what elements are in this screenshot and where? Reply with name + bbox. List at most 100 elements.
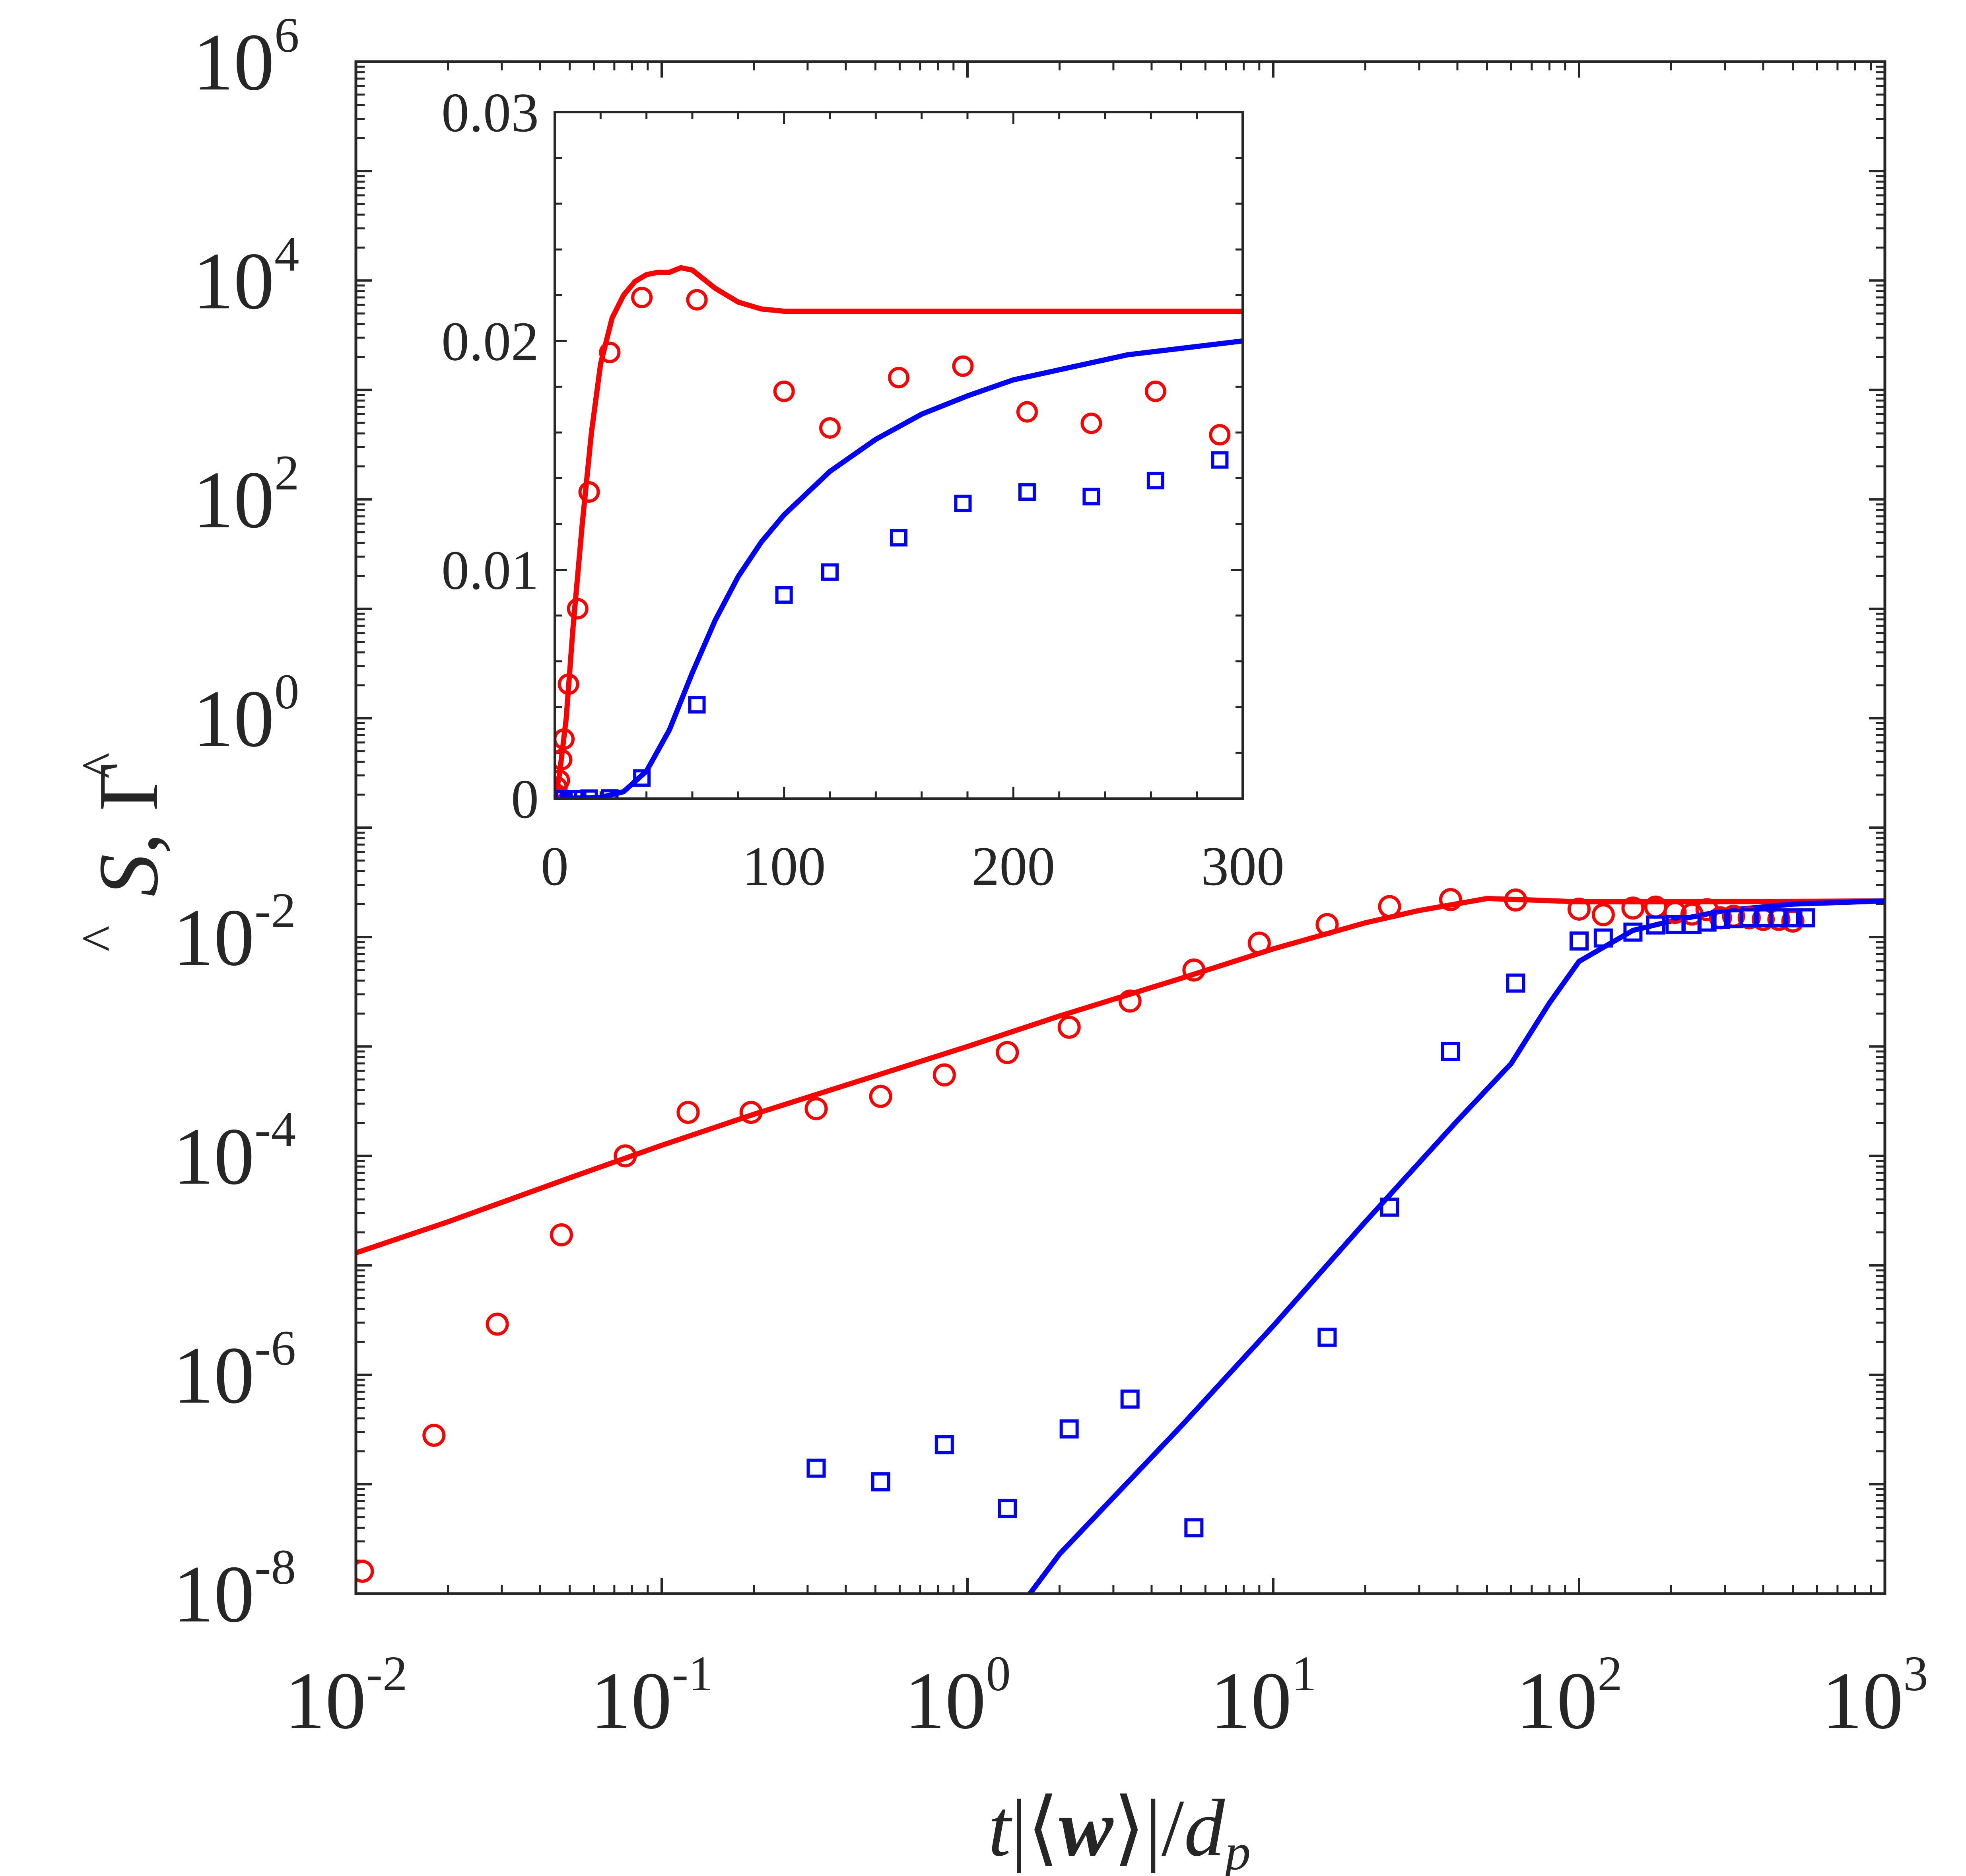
main-gamma-marker	[1783, 908, 1803, 927]
main-y-tick-label: 106	[193, 8, 299, 107]
main-x-tick-exp: 2	[1597, 1647, 1622, 1701]
inset-y-tick-label: 0.03	[441, 82, 539, 144]
main-y-tick-label: 10-8	[173, 1540, 296, 1639]
inset-s-markers	[555, 287, 1231, 799]
main-s-marker	[869, 1085, 892, 1108]
main-y-tick-exp: 2	[274, 446, 299, 501]
main-s-marker	[996, 1041, 1019, 1064]
main-x-tick-label: 10-1	[590, 1647, 713, 1746]
main-gamma-marker	[998, 1499, 1017, 1518]
inset-x-tick-label: 300	[1201, 836, 1284, 897]
inset-s-marker	[686, 289, 708, 311]
inset-y-tick-label: 0.01	[441, 540, 539, 601]
inset-s-marker	[819, 417, 841, 439]
inset-gamma-markers	[555, 451, 1229, 799]
main-x-tick-labels: 10-2 10-1 100 101 102 103	[284, 1647, 1928, 1746]
main-s-marker	[1504, 888, 1527, 912]
main-gamma-marker	[1769, 908, 1789, 927]
inset-gamma-marker	[1018, 483, 1036, 501]
inset-s-marker	[567, 598, 589, 620]
x-label-bar-open: |	[1011, 1783, 1027, 1873]
inset-y-tick-label: 0.02	[441, 311, 539, 372]
inset-s-marker	[1016, 401, 1038, 423]
inset-axes-frame	[554, 111, 1244, 800]
main-gamma-marker	[1184, 1518, 1204, 1538]
main-gamma-marker	[806, 1458, 826, 1478]
x-label-langle: ⟨	[1027, 1783, 1059, 1873]
main-x-tick-base: 10	[1210, 1656, 1292, 1746]
inset-y-tick-labels: 0 0.01 0.02 0.03	[441, 82, 539, 830]
main-y-tick-exp: 4	[274, 227, 299, 282]
inset-s-marker	[555, 769, 570, 791]
main-s-marker	[1663, 901, 1687, 924]
main-s-marker	[1057, 1015, 1081, 1039]
y-label-comma: ,	[81, 832, 176, 854]
main-y-tick-exp: -2	[254, 883, 296, 938]
main-minor-ticks	[356, 62, 1885, 1594]
main-gamma-marker	[934, 1435, 954, 1454]
inset-s-marker	[558, 673, 579, 695]
main-s-marker	[1315, 913, 1339, 936]
inset-s-marker	[1080, 412, 1102, 434]
inset-s-marker	[555, 749, 573, 771]
x-label-t: t	[988, 1783, 1013, 1873]
y-axis-label: ^ ^ S, Γ	[70, 752, 176, 952]
inset-s-marker	[578, 481, 600, 503]
main-gamma-marker	[1796, 908, 1815, 927]
inset-s-marker	[888, 367, 909, 389]
main-y-tick-base: 10	[173, 892, 254, 983]
inset-gamma-marker	[890, 529, 907, 547]
main-x-tick-base: 10	[590, 1656, 672, 1746]
inset-background	[555, 112, 1243, 799]
inset-s-marker	[631, 287, 653, 309]
main-gamma-marker	[1120, 1389, 1140, 1409]
inset-x-tick-label: 200	[971, 836, 1055, 897]
inset-gamma-marker	[1211, 451, 1229, 469]
main-s-marker	[1182, 958, 1206, 982]
y-label-main: S, Γ	[81, 762, 176, 896]
inset-s-marker	[599, 342, 621, 364]
inset-y-tick-label: 0	[511, 768, 539, 830]
inset-x-tick-labels: 0 100 200 300	[541, 836, 1284, 897]
main-y-tick-exp: -6	[254, 1321, 296, 1376]
main-gamma-marker	[1059, 1419, 1079, 1439]
main-y-tick-label: 104	[193, 227, 299, 326]
main-s-marker	[614, 1144, 637, 1168]
y-label-s-hat: ^	[70, 925, 132, 952]
inset-s-marker	[773, 380, 795, 402]
main-y-tick-base: 10	[173, 1330, 254, 1421]
y-label-gamma: Γ	[81, 762, 176, 811]
main-x-tick-base: 10	[284, 1656, 366, 1746]
main-gamma-marker	[871, 1472, 890, 1492]
main-s-marker	[422, 1423, 446, 1447]
main-x-tick-label: 103	[1822, 1647, 1928, 1746]
main-y-tick-base: 10	[193, 17, 274, 107]
main-gamma-marker	[1711, 910, 1730, 929]
main-gamma-marker	[1317, 1328, 1337, 1347]
main-s-marker	[550, 1223, 573, 1246]
main-x-tick-label: 102	[1516, 1647, 1622, 1746]
main-y-tick-label: 102	[193, 446, 299, 545]
main-gamma-marker	[1380, 1198, 1399, 1217]
main-y-tick-exp: -4	[254, 1102, 296, 1157]
inset-gamma-marker	[559, 790, 577, 799]
main-s-marker	[486, 1312, 509, 1336]
inset-gamma-marker	[1082, 488, 1100, 505]
main-s-marker	[739, 1100, 763, 1124]
x-label-d: d	[1184, 1783, 1225, 1873]
main-gamma-marker	[1441, 1042, 1460, 1061]
inset-gamma-line	[555, 338, 1243, 799]
x-label-bar-close: |	[1145, 1783, 1162, 1873]
main-x-tick-exp: 3	[1903, 1647, 1928, 1701]
main-gamma-marker	[1506, 973, 1525, 993]
x-label-w: w	[1059, 1783, 1114, 1873]
main-s-marker	[1439, 888, 1462, 911]
x-label-sub-p: p	[1222, 1824, 1251, 1876]
inset-s-marker	[952, 355, 974, 377]
main-s-marker	[1378, 895, 1401, 918]
main-s-marker	[804, 1097, 828, 1120]
main-chart: 10-2 10-1 100 101 102 103 10-810-610-410-2100…	[70, 8, 1928, 1876]
main-y-tick-label: 10-6	[173, 1321, 296, 1421]
inset-gamma-marker	[1146, 472, 1164, 490]
